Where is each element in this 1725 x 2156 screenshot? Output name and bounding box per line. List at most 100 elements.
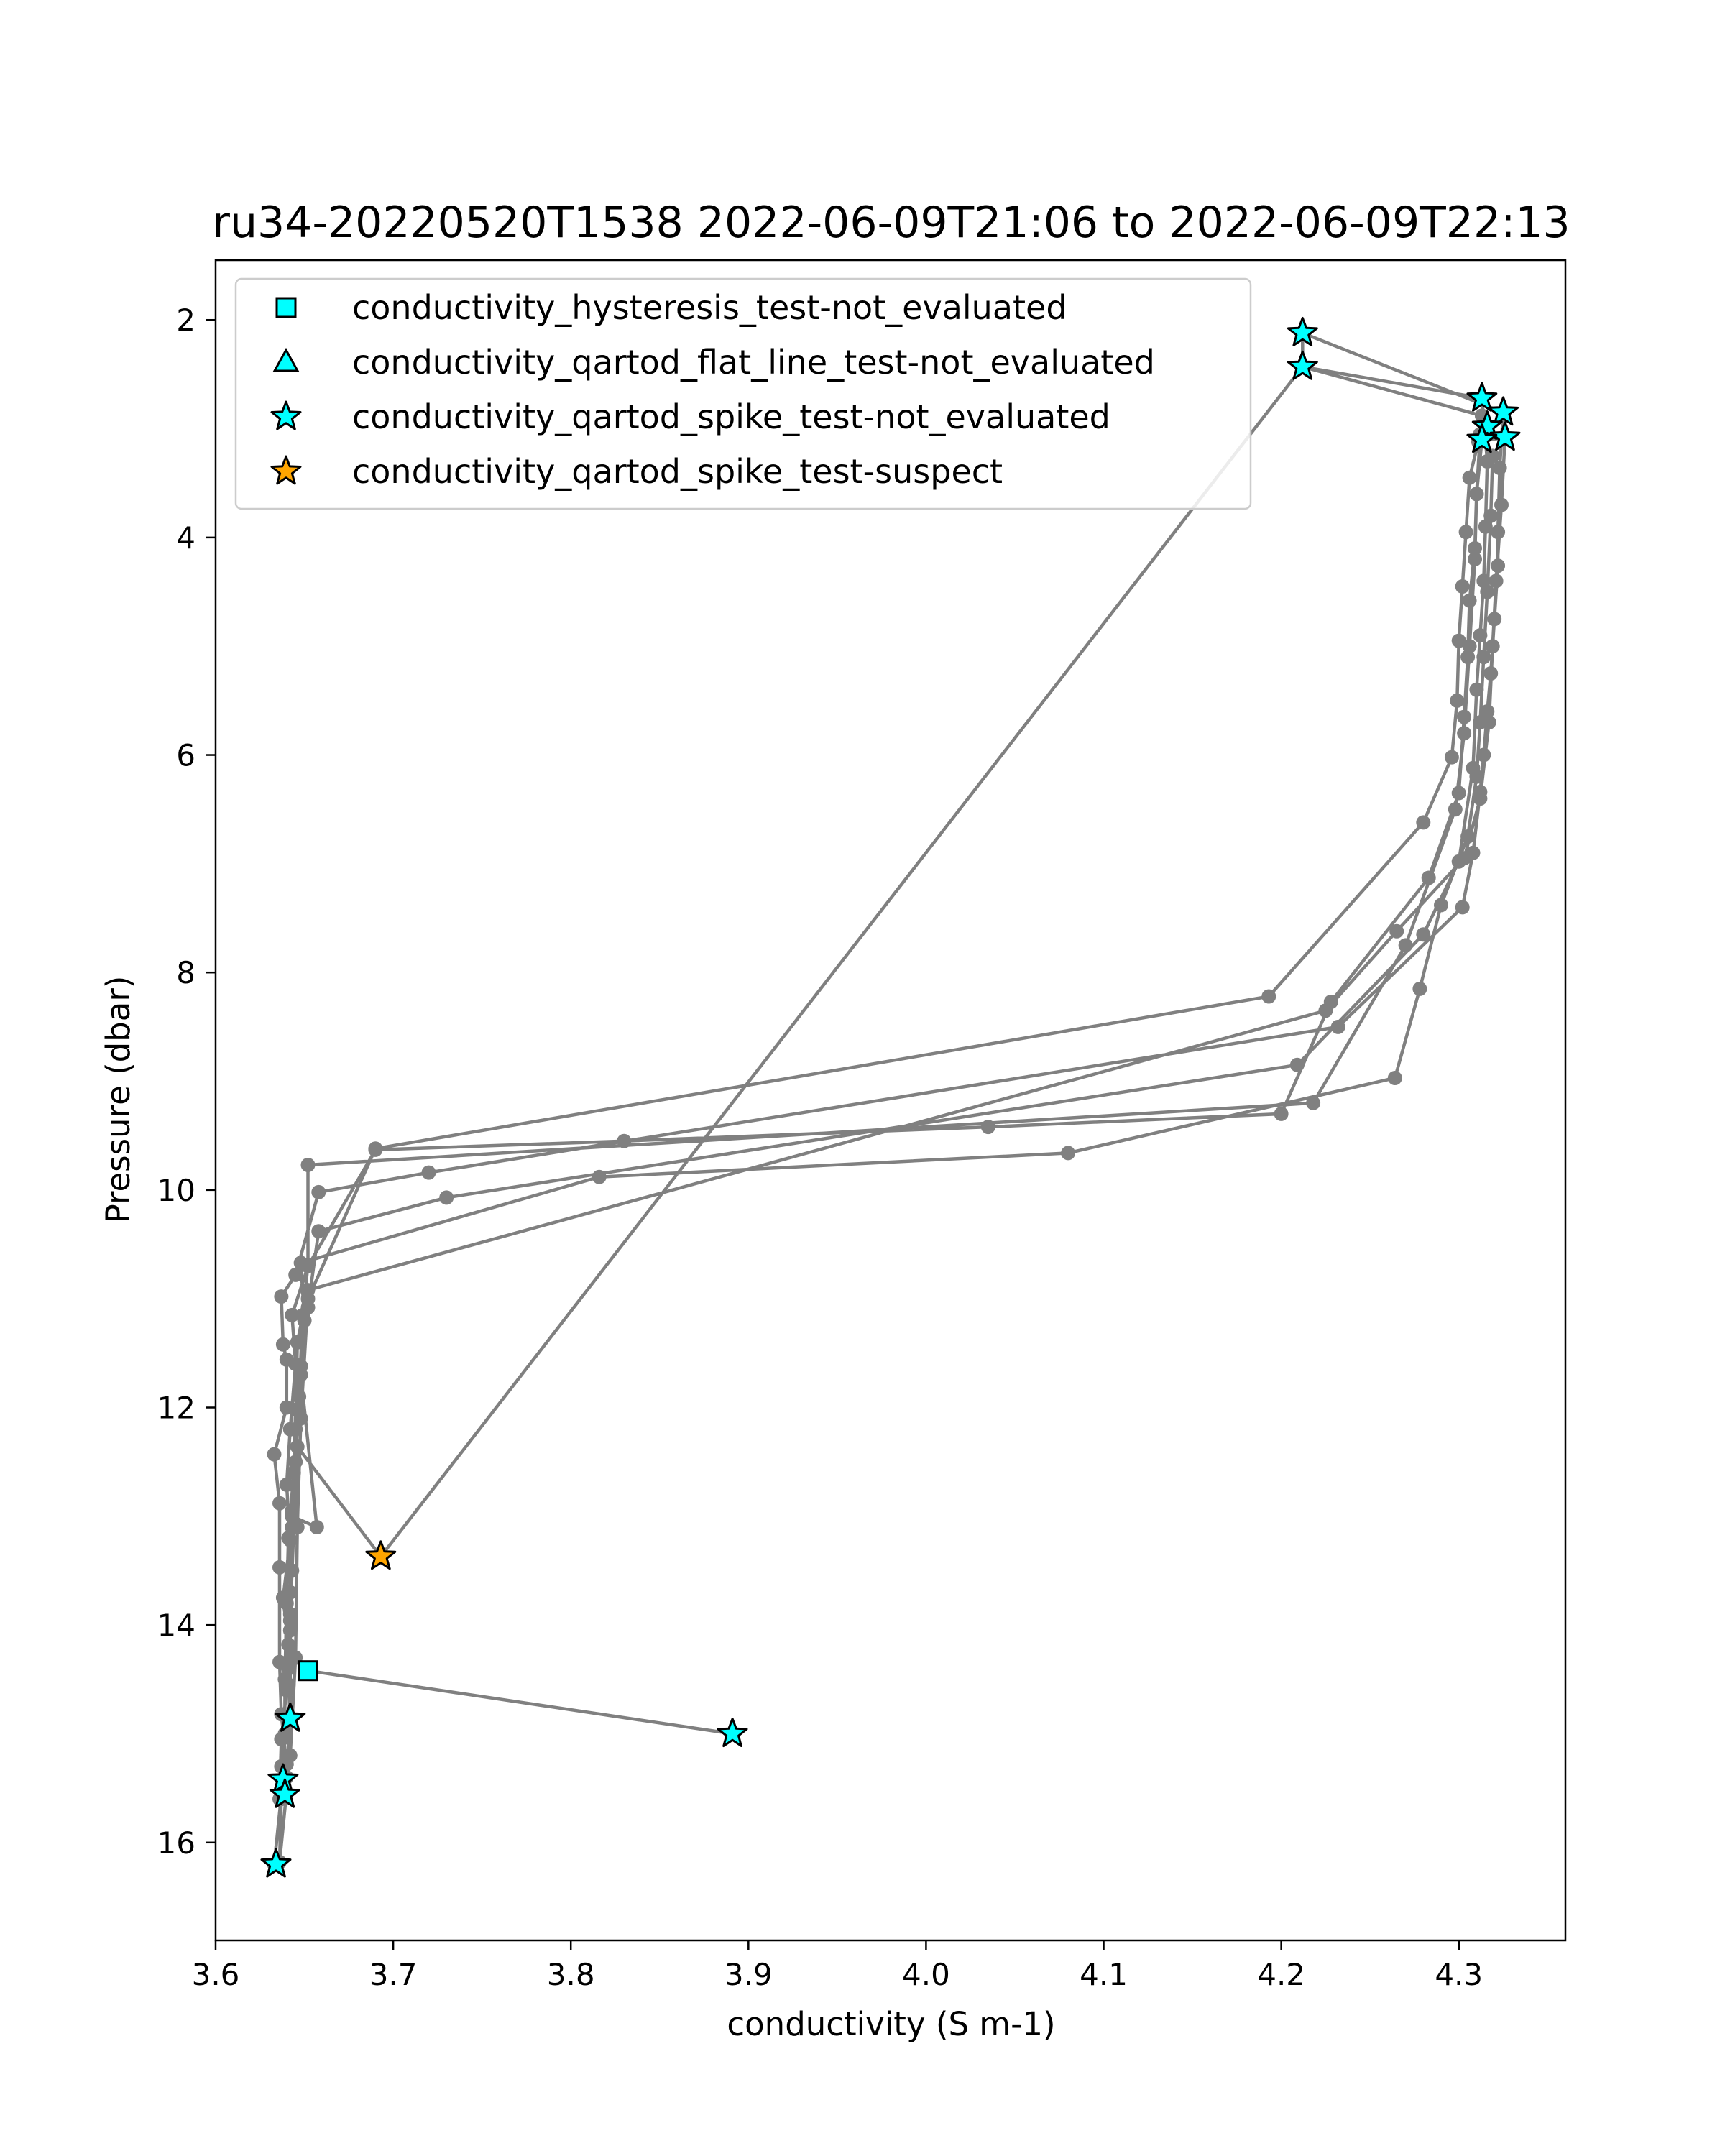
- x-tick-label: 4.0: [902, 1957, 950, 1992]
- profile-point: [290, 1335, 305, 1350]
- profile-point: [267, 1447, 282, 1462]
- profile-point: [288, 1267, 303, 1282]
- profile-point: [1473, 628, 1488, 643]
- legend-entry: conductivity_qartod_spike_test-not_evalu…: [352, 397, 1110, 436]
- y-tick-label: 14: [157, 1608, 196, 1643]
- profile-point: [1261, 989, 1276, 1004]
- profile-point: [1457, 851, 1472, 866]
- x-tick-label: 3.6: [192, 1957, 240, 1992]
- x-tick-label: 3.9: [724, 1957, 773, 1992]
- profile-point: [1416, 815, 1431, 830]
- flag-marker-star: [365, 1540, 397, 1570]
- profile-point: [1412, 981, 1427, 996]
- profile-point: [439, 1190, 454, 1205]
- y-axis: 2 4 6 8 10 12 14 16: [157, 303, 216, 1861]
- profile-point: [1458, 525, 1473, 540]
- legend: conductivity_hysteresis_test-not_evaluat…: [234, 277, 1252, 510]
- profile-point: [1289, 1057, 1305, 1072]
- profile-point: [1061, 1146, 1076, 1161]
- profile-point: [1489, 573, 1504, 589]
- profile-point: [1487, 612, 1502, 627]
- legend-entry: conductivity_hysteresis_test-not_evaluat…: [352, 288, 1067, 327]
- profile-point: [1494, 497, 1509, 512]
- profile-point: [1491, 558, 1506, 573]
- flag-marker-layer: [260, 316, 1521, 1878]
- profile-point: [282, 1585, 298, 1600]
- profile-point: [285, 1307, 300, 1322]
- x-axis-label: conductivity (S m-1): [727, 2005, 1055, 2043]
- profile-point: [980, 1120, 995, 1135]
- profile-point: [295, 1307, 310, 1322]
- flag-marker-star: [1489, 421, 1521, 451]
- profile-point: [1476, 650, 1491, 665]
- profile-point: [281, 1531, 296, 1546]
- profile-point: [1478, 519, 1493, 534]
- y-tick-label: 16: [157, 1825, 196, 1861]
- profile-point: [1387, 1071, 1402, 1085]
- profile-point: [1462, 639, 1477, 654]
- profile-point: [617, 1133, 632, 1148]
- profile-point: [281, 1661, 296, 1676]
- y-tick-label: 4: [176, 520, 196, 556]
- legend-entry: conductivity_qartod_flat_line_test-not_e…: [352, 343, 1155, 382]
- profile-point: [1476, 747, 1491, 763]
- profile-point: [275, 1337, 290, 1352]
- profile-point: [282, 1748, 298, 1763]
- profile-point: [1274, 1106, 1289, 1121]
- y-tick-label: 12: [157, 1390, 196, 1425]
- profile-point: [1485, 639, 1500, 654]
- profile-point: [311, 1224, 326, 1239]
- profile-point: [592, 1169, 607, 1184]
- profile-point: [1484, 666, 1499, 681]
- flag-marker-star: [260, 1848, 292, 1878]
- profile-line: [272, 331, 1507, 1866]
- legend-marker-star: [270, 400, 302, 430]
- profile-point: [1480, 584, 1495, 599]
- flag-marker-star: [1471, 410, 1503, 440]
- x-tick-label: 4.3: [1435, 1957, 1483, 1992]
- profile-point: [1451, 786, 1466, 801]
- x-tick-label: 4.2: [1257, 1957, 1305, 1992]
- x-tick-label: 4.1: [1080, 1957, 1128, 1992]
- profile-point: [1416, 927, 1431, 942]
- profile-point: [1484, 508, 1499, 523]
- profile-point: [1491, 525, 1506, 540]
- profile-point: [288, 1422, 303, 1437]
- profile-point: [311, 1184, 326, 1199]
- flag-marker-star: [1488, 396, 1519, 426]
- profile-point: [281, 1637, 296, 1652]
- profile-point: [288, 1455, 303, 1470]
- y-tick-label: 8: [176, 955, 196, 990]
- profile-point: [1450, 693, 1465, 708]
- profile-point: [1460, 829, 1476, 844]
- flag-marker-star: [1466, 382, 1498, 412]
- profile-point: [1330, 1019, 1346, 1034]
- profile-point: [1306, 1095, 1321, 1110]
- profile-point: [1455, 579, 1470, 594]
- profile-point: [274, 1732, 289, 1746]
- profile-point: [293, 1368, 308, 1383]
- profile-point: [1434, 898, 1448, 913]
- profile-point: [1485, 448, 1500, 464]
- profile-line-layer: [267, 326, 1512, 1872]
- profile-point: [1473, 791, 1488, 806]
- profile-point: [1455, 900, 1470, 915]
- profile-point: [1462, 470, 1477, 485]
- profile-point: [286, 1465, 301, 1480]
- legend-marker-square: [275, 297, 297, 318]
- profile-point: [290, 1520, 305, 1534]
- flag-marker-star: [1287, 316, 1318, 346]
- profile-point: [1457, 709, 1472, 724]
- profile-point: [1469, 682, 1484, 697]
- profile-point: [1457, 726, 1472, 741]
- legend-entry: conductivity_qartod_spike_test-suspect: [352, 452, 1003, 491]
- profile-point: [1468, 541, 1482, 556]
- flag-marker-star: [1466, 423, 1498, 453]
- flag-marker-star: [717, 1718, 748, 1747]
- legend-marker-triangle: [272, 347, 300, 372]
- y-axis-label: Pressure (dbar): [99, 976, 137, 1224]
- profile-point: [1421, 870, 1436, 885]
- profile-point: [1444, 750, 1459, 765]
- profile-point: [1462, 593, 1477, 608]
- profile-point: [282, 1607, 298, 1621]
